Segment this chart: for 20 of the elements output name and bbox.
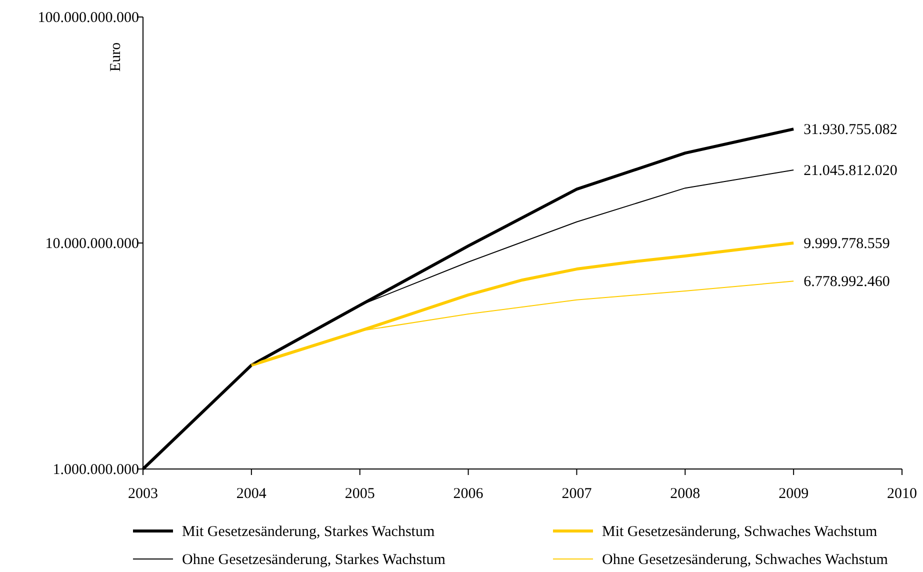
x-tick-label: 2010	[887, 486, 917, 502]
data-label: 6.778.992.460	[804, 274, 890, 290]
y-tick-label: 10.000.000.000	[45, 236, 139, 252]
x-tick-label: 2007	[562, 486, 592, 502]
data-label: 9.999.778.559	[804, 236, 890, 252]
x-tick-label: 2004	[236, 486, 267, 502]
x-tick-label: 2003	[128, 486, 158, 502]
x-tick-label: 2006	[453, 486, 484, 502]
y-axis-title: Euro	[108, 42, 124, 72]
x-tick-label: 2005	[344, 486, 375, 502]
x-tick-label: 2008	[670, 486, 700, 502]
legend-label: Mit Gesetzesänderung, Schwaches Wachstum	[602, 524, 878, 540]
legend-label: Ohne Gesetzesänderung, Schwaches Wachstum	[602, 552, 888, 568]
legend-label: Mit Gesetzesänderung, Starkes Wachstum	[182, 524, 435, 540]
y-tick-label: 1.000.000.000	[52, 462, 139, 478]
legend-label: Ohne Gesetzesänderung, Starkes Wachstum	[182, 552, 446, 568]
data-label: 31.930.755.082	[804, 122, 898, 138]
x-tick-label: 2009	[778, 486, 809, 502]
data-label: 21.045.812.020	[804, 162, 898, 179]
y-tick-label: 100.000.000.000	[38, 10, 139, 26]
